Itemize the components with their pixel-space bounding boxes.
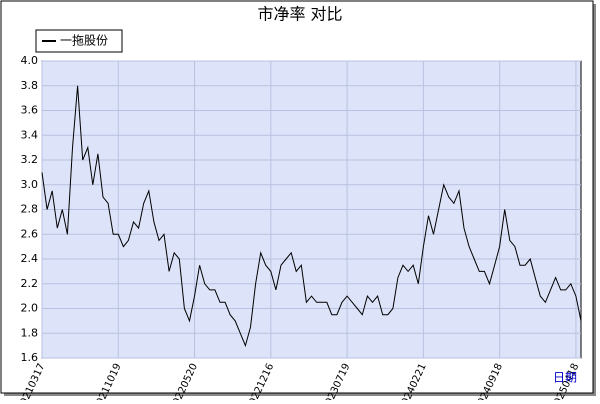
y-tick-label: 1.8 bbox=[21, 326, 39, 339]
y-tick-label: 3.2 bbox=[21, 153, 39, 166]
y-tick-label: 3.8 bbox=[21, 79, 39, 92]
y-tick-label: 1.6 bbox=[21, 351, 39, 364]
y-tick-label: 2.0 bbox=[21, 302, 39, 315]
y-tick-label: 2.6 bbox=[21, 227, 39, 240]
y-tick-label: 2.8 bbox=[21, 203, 39, 216]
chart-title: 市净率 对比 bbox=[257, 5, 342, 24]
legend-label: 一拖股份 bbox=[60, 34, 108, 48]
y-tick-label: 3.6 bbox=[21, 104, 39, 117]
y-tick-label: 3.4 bbox=[21, 128, 39, 141]
series-line bbox=[41, 85, 582, 348]
plot-area: 1.61.82.02.22.42.62.83.03.23.43.63.84.02… bbox=[16, 54, 582, 404]
legend bbox=[35, 29, 123, 53]
y-tick-label: 2.2 bbox=[21, 277, 39, 290]
x-axis-label: 日期 bbox=[553, 371, 577, 385]
y-tick-label: 3.0 bbox=[21, 178, 39, 191]
y-tick-label: 2.4 bbox=[21, 252, 39, 265]
y-tick-label: 4.0 bbox=[21, 54, 39, 67]
